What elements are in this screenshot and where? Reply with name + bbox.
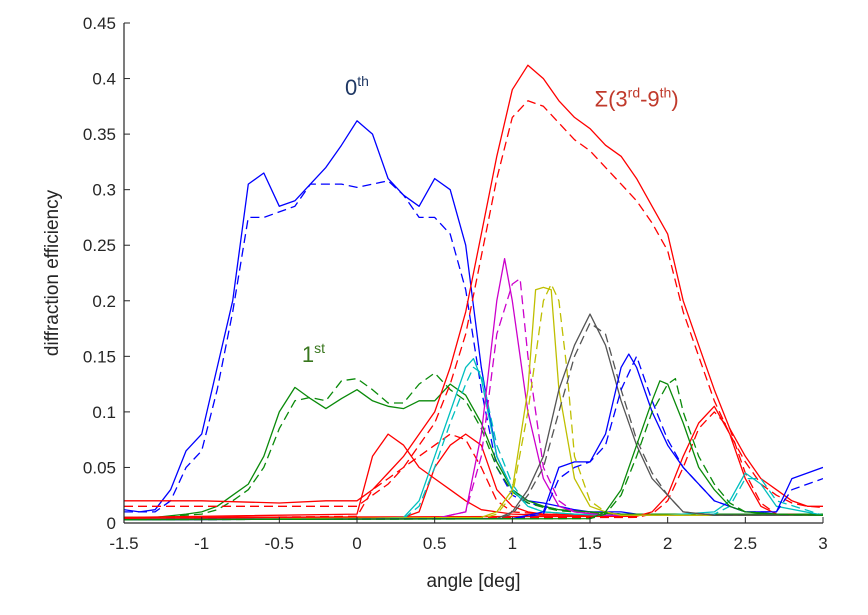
series-line-4 [124,64,823,507]
y-tick-label: 0 [107,514,116,533]
x-tick-label: 1 [508,534,517,553]
series-line-2 [124,383,823,519]
annotation-text: 0 [345,75,357,100]
x-tick-label: -0.5 [265,534,294,553]
order-annotation-1: 1st [302,340,325,367]
series-layer [124,64,823,521]
x-tick-label: 2.5 [734,534,758,553]
x-tick-label: 1.5 [578,534,602,553]
y-axis-label: diffraction efficiency [42,189,63,356]
series-line-11 [124,357,823,521]
y-tick-label: 0.05 [83,458,116,477]
series-line-9 [124,405,823,519]
y-tick-label: 0.25 [83,236,116,255]
axes-layer: -1.5 -1 -0.5 0 0.5 1 1.5 2 2.5 3 0 0.05 0.1 0.15 0.2 0.… [83,14,828,553]
x-tick-label: 0.5 [423,534,447,553]
y-tick-label: 0.2 [92,292,116,311]
annotation-text: Σ(3 [594,86,627,111]
order-annotation-0: 0th [345,73,369,100]
x-tick-label: -1.5 [109,534,138,553]
x-tick-label: -1 [194,534,209,553]
y-tick-label: 0.1 [92,403,116,422]
annotation-superscript: th [357,73,369,89]
series-line-15 [124,286,823,521]
series-line-16 [124,283,823,521]
series-line-3 [124,372,823,519]
annotation-superscript: rd [628,84,640,100]
annotation-superscript: st [314,340,325,356]
annotation-text: 1 [302,342,314,367]
series-line-22 [124,377,823,521]
series-line-21 [124,380,823,521]
x-tick-label: 3 [818,534,827,553]
x-tick-label: 0 [352,534,361,553]
x-axis-label: angle [deg] [426,571,520,592]
x-tick-label: 2 [663,534,672,553]
series-line-19 [124,353,823,521]
annotation-superscript: th [660,84,672,100]
annotation-text: ) [671,86,678,111]
series-line-18 [124,322,823,521]
y-tick-label: 0.3 [92,181,116,200]
y-tick-label: 0.45 [83,14,116,33]
annotation-text: -9 [640,86,660,111]
y-tick-label: 0.4 [92,70,116,89]
y-tick-label: 0.15 [83,347,116,366]
y-tick-label: 0.35 [83,125,116,144]
order-annotation-2: Σ(3rd-9th) [594,84,678,111]
